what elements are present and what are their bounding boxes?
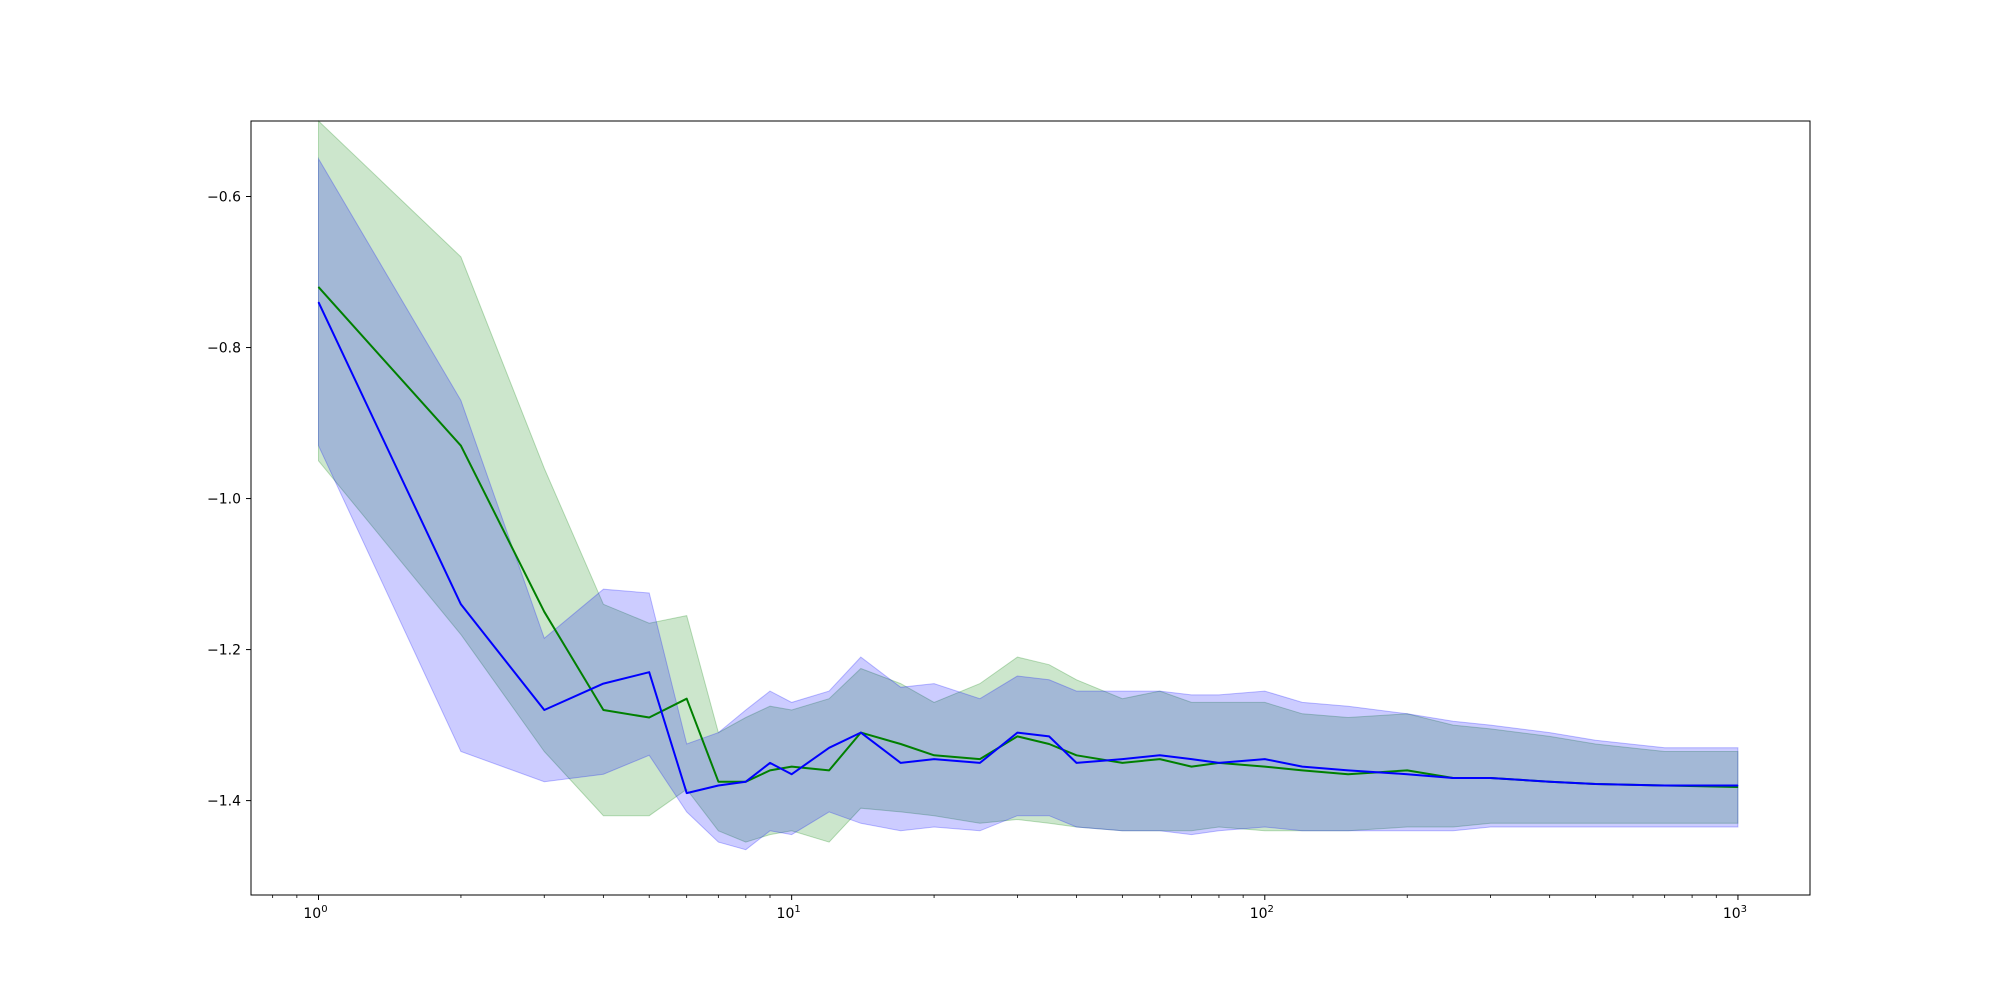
series-1-point — [648, 671, 650, 673]
series-1-point — [318, 301, 319, 303]
series-1-point — [1452, 777, 1454, 779]
series-0-point — [648, 717, 650, 718]
series-1-point — [717, 785, 719, 786]
series-1-point — [979, 762, 981, 764]
series-1-point — [1595, 783, 1596, 785]
y-tick-label: −1.2 — [207, 643, 241, 659]
series-1-point — [1121, 758, 1123, 760]
series-1-point — [1016, 732, 1018, 734]
series-1-point — [460, 603, 462, 605]
series-1-point — [1301, 766, 1303, 768]
y-tick-label: −0.8 — [207, 341, 241, 357]
series-1-point — [543, 709, 545, 711]
series-1-point — [1218, 762, 1220, 764]
y-tick-label: −1.4 — [207, 794, 241, 810]
series-0-point — [1737, 786, 1739, 788]
series-1-point — [900, 762, 902, 764]
series-1-point — [1159, 754, 1161, 756]
y-tick-label: −0.6 — [207, 190, 241, 206]
series-0-point — [1406, 769, 1408, 771]
series-1-line — [317, 301, 1738, 795]
series-1-band — [318, 156, 1739, 851]
series-0-point — [318, 286, 319, 288]
series-0-point — [1264, 766, 1266, 768]
series-0-point — [1016, 735, 1018, 737]
series-1-point — [933, 758, 935, 760]
x-tick-label: 100 — [303, 904, 327, 922]
series-1-point — [1664, 785, 1666, 786]
series-0-point — [717, 781, 719, 783]
series-0-point — [1121, 762, 1123, 764]
series-0-point — [828, 769, 830, 771]
series-1-point — [1191, 758, 1192, 760]
series-1-point — [1549, 781, 1551, 783]
series-0-point — [460, 445, 462, 447]
series-1-point — [860, 732, 862, 734]
series-1-point — [1347, 769, 1349, 771]
series-0-point — [686, 698, 688, 700]
series-0-point — [602, 709, 604, 711]
y-tick-label: −1.0 — [207, 492, 241, 508]
confidence-bands — [318, 119, 1739, 851]
series-1-point — [1737, 785, 1739, 786]
series-0-point — [543, 611, 545, 613]
x-tick-label: 101 — [777, 904, 801, 922]
series-1-point — [1048, 735, 1050, 737]
x-tick-label: 103 — [1723, 904, 1747, 922]
series-0-point — [791, 766, 793, 768]
series-0-point — [1159, 758, 1161, 760]
series-1-point — [1490, 777, 1491, 779]
x-axis: 100 101 102 103 — [272, 895, 1747, 922]
series-1-point — [686, 792, 688, 794]
plot-area-frame — [250, 120, 1811, 896]
series-1-point — [828, 747, 830, 749]
series-0-point — [933, 754, 935, 756]
series-0-point — [900, 743, 902, 745]
series-1-point — [1406, 773, 1408, 775]
series-0-point — [1347, 773, 1349, 775]
series-0-point — [769, 769, 771, 771]
series-1-point — [1076, 762, 1077, 764]
series-0-point — [1301, 769, 1303, 771]
y-axis: −0.6 −0.8 −1.0 −1.2 −1.4 — [207, 190, 251, 810]
series-1-point — [1264, 758, 1266, 760]
series-0-band — [318, 119, 1739, 843]
series-0-point — [979, 758, 981, 760]
mean-lines — [317, 286, 1739, 795]
series-1-point — [602, 683, 604, 685]
series-0-point — [1048, 743, 1050, 745]
x-tick-label: 102 — [1250, 904, 1274, 922]
series-1-point — [745, 781, 747, 783]
series-0-point — [1076, 754, 1077, 756]
series-0-point — [1191, 766, 1192, 768]
series-1-point — [791, 773, 793, 775]
series-1-point — [769, 762, 771, 764]
